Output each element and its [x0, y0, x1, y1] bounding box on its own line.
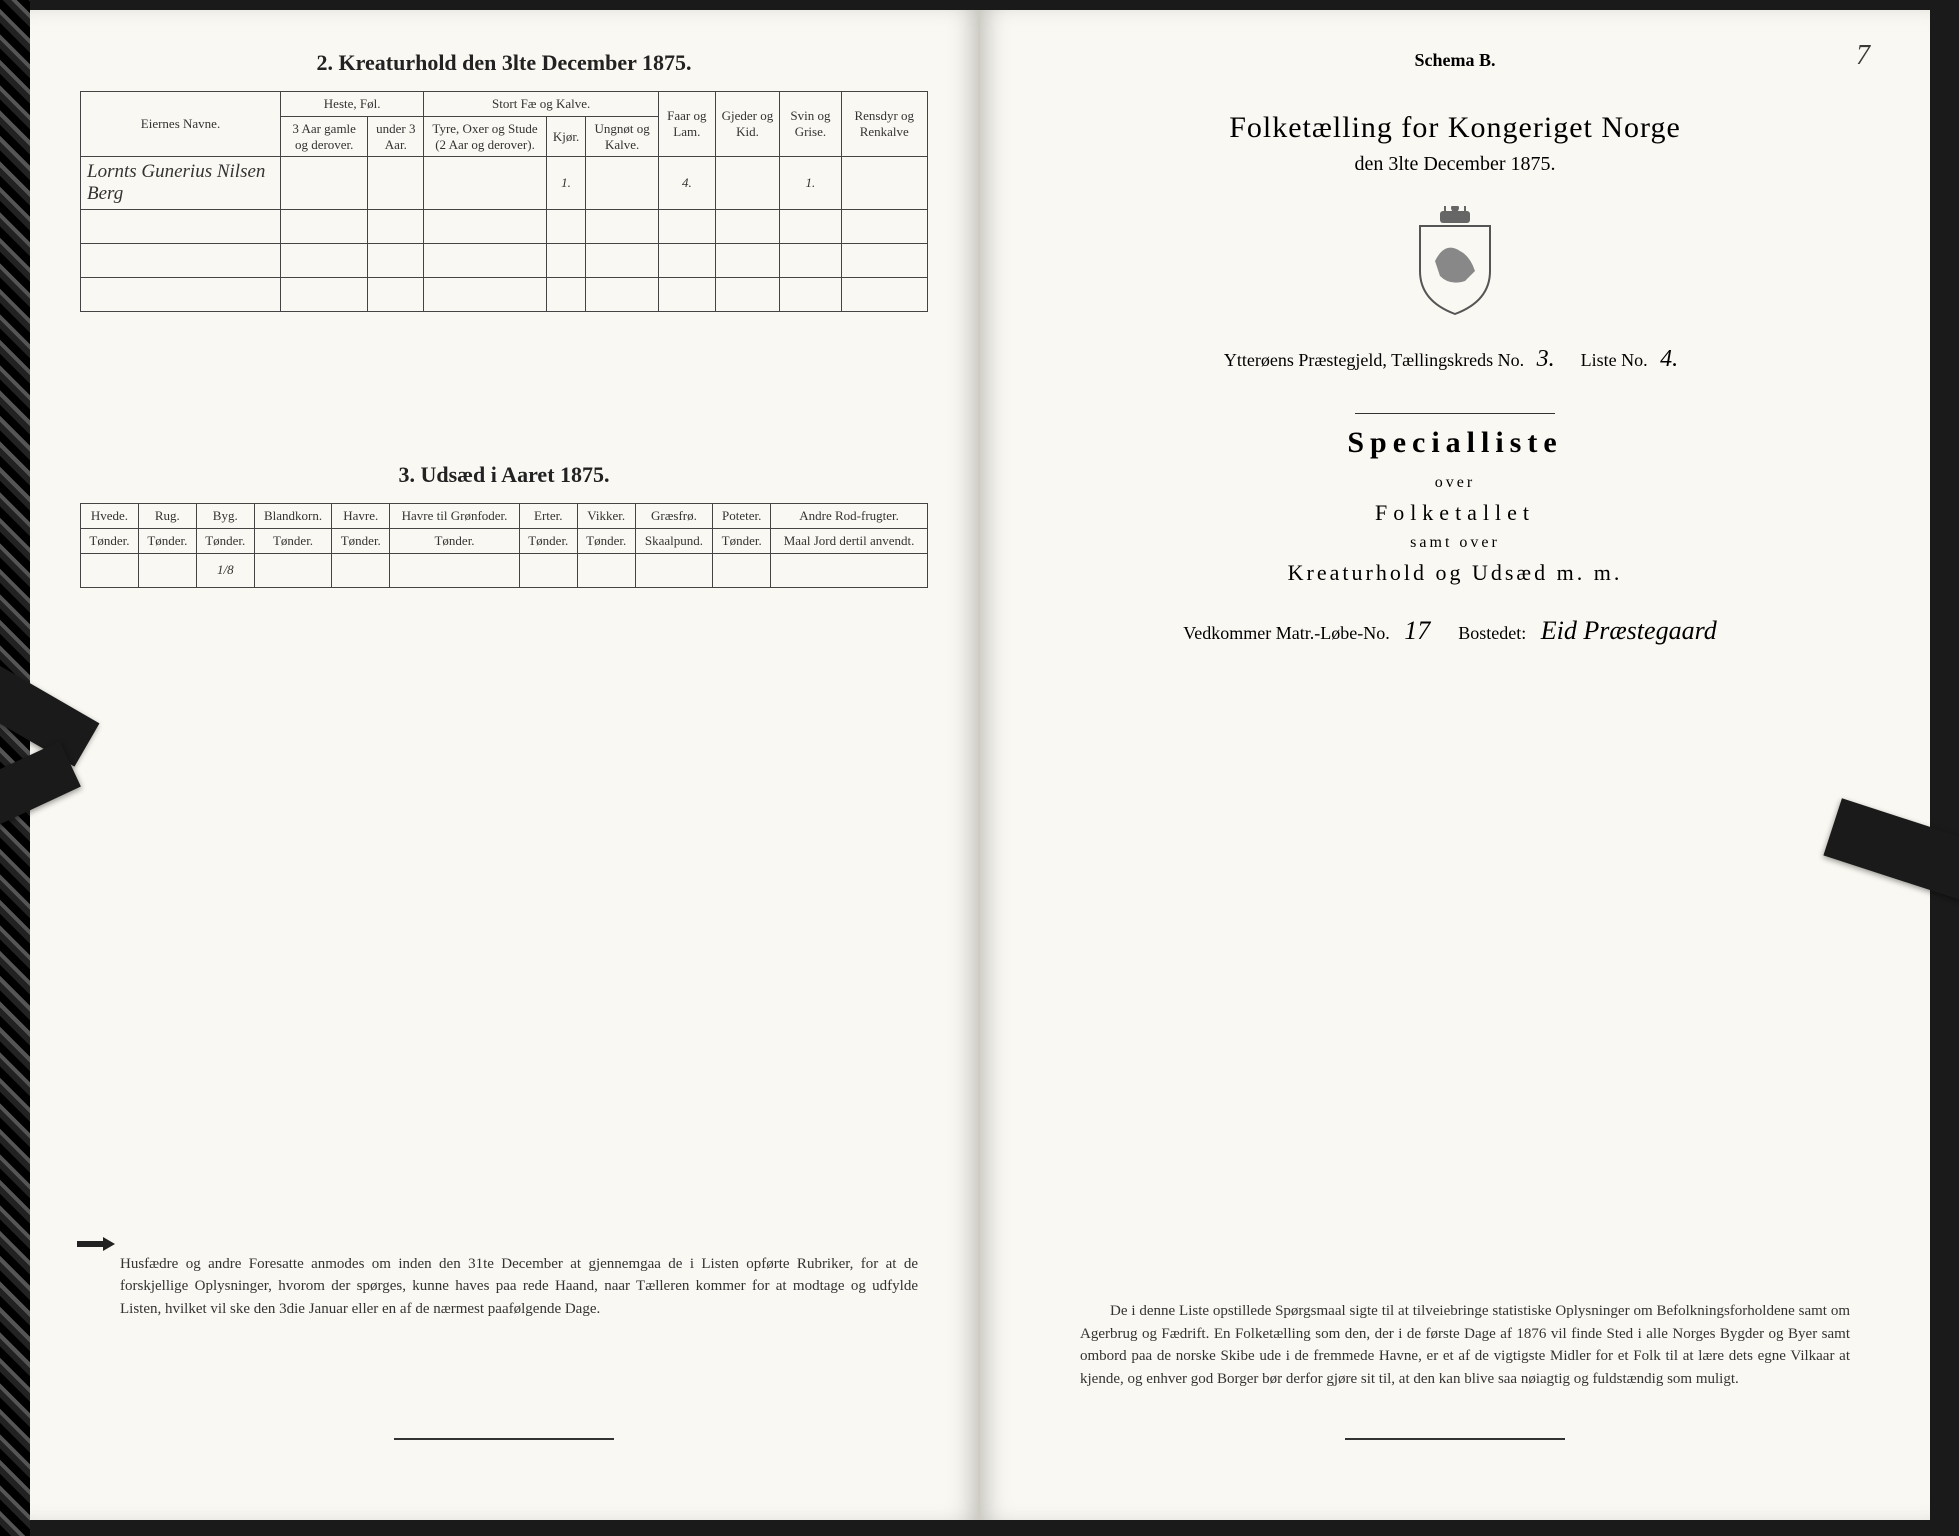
col: Hvede.	[81, 504, 139, 529]
table-row: 1/8	[81, 553, 928, 587]
liste-no: 4.	[1652, 346, 1686, 372]
sub-h2: under 3 Aar.	[368, 117, 424, 157]
left-page: 2. Kreaturhold den 3lte December 1875. E…	[30, 10, 980, 1520]
cell	[332, 553, 390, 587]
left-footnote: Husfædre og andre Foresatte anmodes om i…	[120, 1253, 918, 1321]
udsaed-units-row: Tønder. Tønder. Tønder. Tønder. Tønder. …	[81, 529, 928, 554]
cell	[713, 553, 771, 587]
coat-of-arms-icon	[1410, 206, 1500, 316]
spec-samt: samt over	[1030, 534, 1880, 552]
right-footnote: De i denne Liste opstillede Spørgsmaal s…	[1080, 1300, 1850, 1390]
sub-s1: Tyre, Oxer og Stude (2 Aar og derover).	[424, 117, 547, 157]
sub-s2: Kjør.	[546, 117, 585, 157]
unit: Tønder.	[81, 529, 139, 554]
matr-no: 17	[1394, 616, 1440, 645]
schema-label: Schema B.	[1030, 50, 1880, 71]
col: Vikker.	[577, 504, 635, 529]
kreaturhold-table: Eiernes Navne. Heste, Føl. Stort Fæ og K…	[80, 91, 928, 312]
census-subtitle: den 3lte December 1875.	[1030, 153, 1880, 176]
parish-prefix: Ytterøens Præstegjeld, Tællingskreds No.	[1224, 350, 1524, 370]
col: Andre Rod-frugter.	[771, 504, 928, 529]
bostedet: Eid Præstegaard	[1531, 616, 1727, 645]
divider	[1355, 413, 1555, 414]
unit: Maal Jord dertil anvendt.	[771, 529, 928, 554]
pointing-hand-icon	[75, 1233, 117, 1255]
col: Græsfrø.	[635, 504, 713, 529]
table-row	[81, 210, 928, 244]
col-faar: Faar og Lam.	[659, 92, 716, 157]
udsaed-table: Hvede. Rug. Byg. Blandkorn. Havre. Havre…	[80, 503, 928, 588]
specialliste-title: Specialliste	[1030, 426, 1880, 460]
unit: Tønder.	[254, 529, 332, 554]
cell: 1/8	[196, 553, 254, 587]
cell-owner: Lornts Gunerius Nilsen Berg	[81, 157, 281, 210]
spec-kreatur: Kreaturhold og Udsæd m. m.	[1030, 560, 1880, 586]
col: Rug.	[138, 504, 196, 529]
cell	[424, 157, 547, 210]
table-row	[81, 278, 928, 312]
table-row	[81, 244, 928, 278]
sub-s3: Ungnøt og Kalve.	[586, 117, 659, 157]
table-row: Lornts Gunerius Nilsen Berg 1. 4. 1.	[81, 157, 928, 210]
col: Blandkorn.	[254, 504, 332, 529]
bottom-rule-left	[394, 1438, 614, 1440]
unit: Tønder.	[196, 529, 254, 554]
col-group-heste: Heste, Føl.	[281, 92, 424, 117]
col-svin: Svin og Grise.	[780, 92, 841, 157]
bottom-rule-right	[1345, 1438, 1565, 1440]
unit: Tønder.	[332, 529, 390, 554]
udsaed-header-row: Hvede. Rug. Byg. Blandkorn. Havre. Havre…	[81, 504, 928, 529]
cell	[586, 157, 659, 210]
section-2-title: 2. Kreaturhold den 3lte December 1875.	[80, 50, 928, 76]
cell	[81, 553, 139, 587]
cell	[715, 157, 780, 210]
col-rens: Rensdyr og Renkalve	[841, 92, 927, 157]
col-gjed: Gjeder og Kid.	[715, 92, 780, 157]
col-group-stort: Stort Fæ og Kalve.	[424, 92, 659, 117]
unit: Tønder.	[390, 529, 520, 554]
cell	[138, 553, 196, 587]
cell: 4.	[659, 157, 716, 210]
sub-h1: 3 Aar gamle og derover.	[281, 117, 368, 157]
cell	[635, 553, 713, 587]
col-owner: Eiernes Navne.	[81, 92, 281, 157]
cell	[281, 157, 368, 210]
unit: Tønder.	[138, 529, 196, 554]
liste-label: Liste No.	[1581, 350, 1648, 370]
kreaturhold-tbody: Lornts Gunerius Nilsen Berg 1. 4. 1.	[81, 157, 928, 312]
unit: Tønder.	[577, 529, 635, 554]
parish-line: Ytterøens Præstegjeld, Tællingskreds No.…	[1030, 346, 1880, 373]
cell	[771, 553, 928, 587]
unit: Tønder.	[713, 529, 771, 554]
cell	[254, 553, 332, 587]
cell	[577, 553, 635, 587]
page-number: 7	[1856, 40, 1870, 72]
col: Havre til Grønfoder.	[390, 504, 520, 529]
col: Byg.	[196, 504, 254, 529]
cell	[390, 553, 520, 587]
cell	[841, 157, 927, 210]
col: Erter.	[519, 504, 577, 529]
right-page: Schema B. 7 Folketælling for Kongeriget …	[980, 10, 1930, 1520]
cell	[519, 553, 577, 587]
spec-over: over	[1030, 474, 1880, 492]
cell: 1.	[546, 157, 585, 210]
cell	[368, 157, 424, 210]
book-spread: 2. Kreaturhold den 3lte December 1875. E…	[30, 10, 1930, 1520]
census-title: Folketælling for Kongeriget Norge	[1030, 111, 1880, 145]
col: Havre.	[332, 504, 390, 529]
section-3-title: 3. Udsæd i Aaret 1875.	[80, 462, 928, 488]
col: Poteter.	[713, 504, 771, 529]
unit: Tønder.	[519, 529, 577, 554]
unit: Skaalpund.	[635, 529, 713, 554]
bostedet-label: Bostedet:	[1458, 623, 1526, 643]
matr-label: Vedkommer Matr.-Løbe-No.	[1183, 623, 1389, 643]
matr-line: Vedkommer Matr.-Løbe-No. 17 Bostedet: Ei…	[1030, 616, 1880, 646]
cell: 1.	[780, 157, 841, 210]
kreds-no: 3.	[1529, 346, 1563, 372]
spec-folketallet: Folketallet	[1030, 500, 1880, 526]
